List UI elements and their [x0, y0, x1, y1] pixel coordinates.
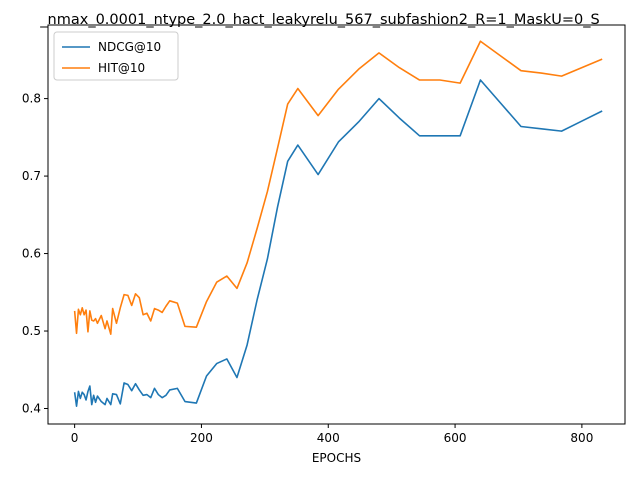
y-tick-label: 0.7 [22, 169, 41, 183]
y-tick-label: 0.4 [22, 402, 41, 416]
x-tick-label: 200 [190, 431, 213, 445]
plot-lines [73, 40, 603, 407]
x-tick-label: 800 [570, 431, 593, 445]
x-tick-label: 0 [71, 431, 79, 445]
legend: NDCG@10 HIT@10 [53, 31, 179, 81]
series-line-hit-10 [73, 40, 603, 335]
legend-label: HIT@10 [98, 61, 145, 75]
plot-frame [47, 24, 626, 425]
y-tick-label: 0.6 [22, 247, 41, 261]
legend-label: NDCG@10 [98, 40, 161, 54]
x-axis-label: EPOCHS [312, 451, 361, 465]
y-tick-label: 0.5 [22, 324, 41, 338]
x-tick-label: 400 [317, 431, 340, 445]
x-tick-label: 600 [444, 431, 467, 445]
y-axis-ticks: 0.4 0.5 0.6 0.7 0.8 [22, 92, 48, 416]
series-line-ndcg-10 [73, 79, 603, 407]
x-axis-ticks: 0 200 400 600 800 [71, 424, 593, 445]
y-tick-label: 0.8 [22, 92, 41, 106]
chart-title: _nmax_0.0001_ntype_2.0_hact_leakyrelu_56… [40, 12, 600, 28]
